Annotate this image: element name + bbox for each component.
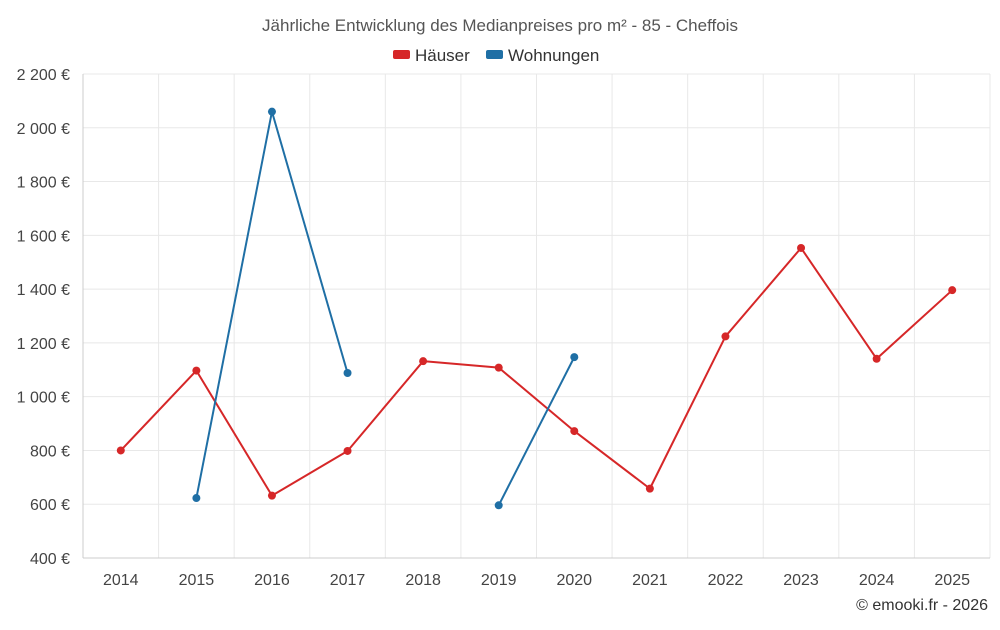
data-point[interactable] <box>116 446 125 455</box>
data-point[interactable] <box>570 427 579 436</box>
x-tick-label: 2018 <box>405 572 441 589</box>
grid <box>82 73 991 558</box>
data-point[interactable] <box>419 357 428 366</box>
axes: 400 € 600 € 800 € 1 000 € 1 200 € 1 400 € 1 60… <box>17 67 990 589</box>
x-tick-label: 2017 <box>330 572 366 589</box>
x-tick-label: 2020 <box>556 572 592 589</box>
series-line <box>497 356 576 506</box>
legend-swatch <box>393 50 410 59</box>
chart-title: Jährliche Entwicklung des Medianpreises … <box>262 16 738 35</box>
data-point[interactable] <box>494 363 503 372</box>
x-tick-label: 2015 <box>179 572 215 589</box>
legend-item[interactable]: Häuser <box>393 46 470 65</box>
y-tick-label: 800 € <box>30 443 70 460</box>
legend-label: Wohnungen <box>508 46 599 65</box>
x-tick-label: 2016 <box>254 572 290 589</box>
data-point[interactable] <box>192 494 201 503</box>
data-point[interactable] <box>343 369 352 378</box>
y-tick-label: 1 800 € <box>17 175 70 192</box>
y-tick-label: 1 000 € <box>17 390 70 407</box>
series-line <box>195 110 349 499</box>
data-point[interactable] <box>192 366 201 375</box>
series-1 <box>192 107 579 510</box>
series <box>116 107 957 510</box>
legend-item[interactable]: Wohnungen <box>486 46 599 65</box>
data-point[interactable] <box>570 353 579 362</box>
y-tick-label: 600 € <box>30 497 70 514</box>
x-tick-label: 2014 <box>103 572 139 589</box>
legend-label: Häuser <box>415 46 470 65</box>
y-tick-label: 1 200 € <box>17 336 70 353</box>
x-tick-label: 2019 <box>481 572 517 589</box>
y-tick-label: 2 200 € <box>17 67 70 84</box>
y-tick-label: 1 400 € <box>17 282 70 299</box>
series-line <box>120 246 953 497</box>
data-point[interactable] <box>797 243 806 252</box>
data-point[interactable] <box>267 491 276 500</box>
x-tick-label: 2021 <box>632 572 668 589</box>
x-tick-label: 2025 <box>934 572 970 589</box>
series-0 <box>116 243 957 500</box>
data-point[interactable] <box>721 332 730 341</box>
y-tick-label: 2 000 € <box>17 121 70 138</box>
data-point[interactable] <box>343 446 352 455</box>
data-point[interactable] <box>267 107 276 116</box>
legend-swatch <box>486 50 503 59</box>
data-point[interactable] <box>494 501 503 510</box>
y-tick-label: 1 600 € <box>17 228 70 245</box>
data-point[interactable] <box>872 354 881 363</box>
credit-text: © emooki.fr - 2026 <box>856 597 988 614</box>
data-point[interactable] <box>645 484 654 493</box>
x-tick-label: 2023 <box>783 572 819 589</box>
legend: Häuser Wohnungen <box>393 46 599 65</box>
x-tick-label: 2022 <box>708 572 744 589</box>
y-tick-label: 400 € <box>30 551 70 568</box>
data-point[interactable] <box>948 286 957 295</box>
x-tick-label: 2024 <box>859 572 895 589</box>
